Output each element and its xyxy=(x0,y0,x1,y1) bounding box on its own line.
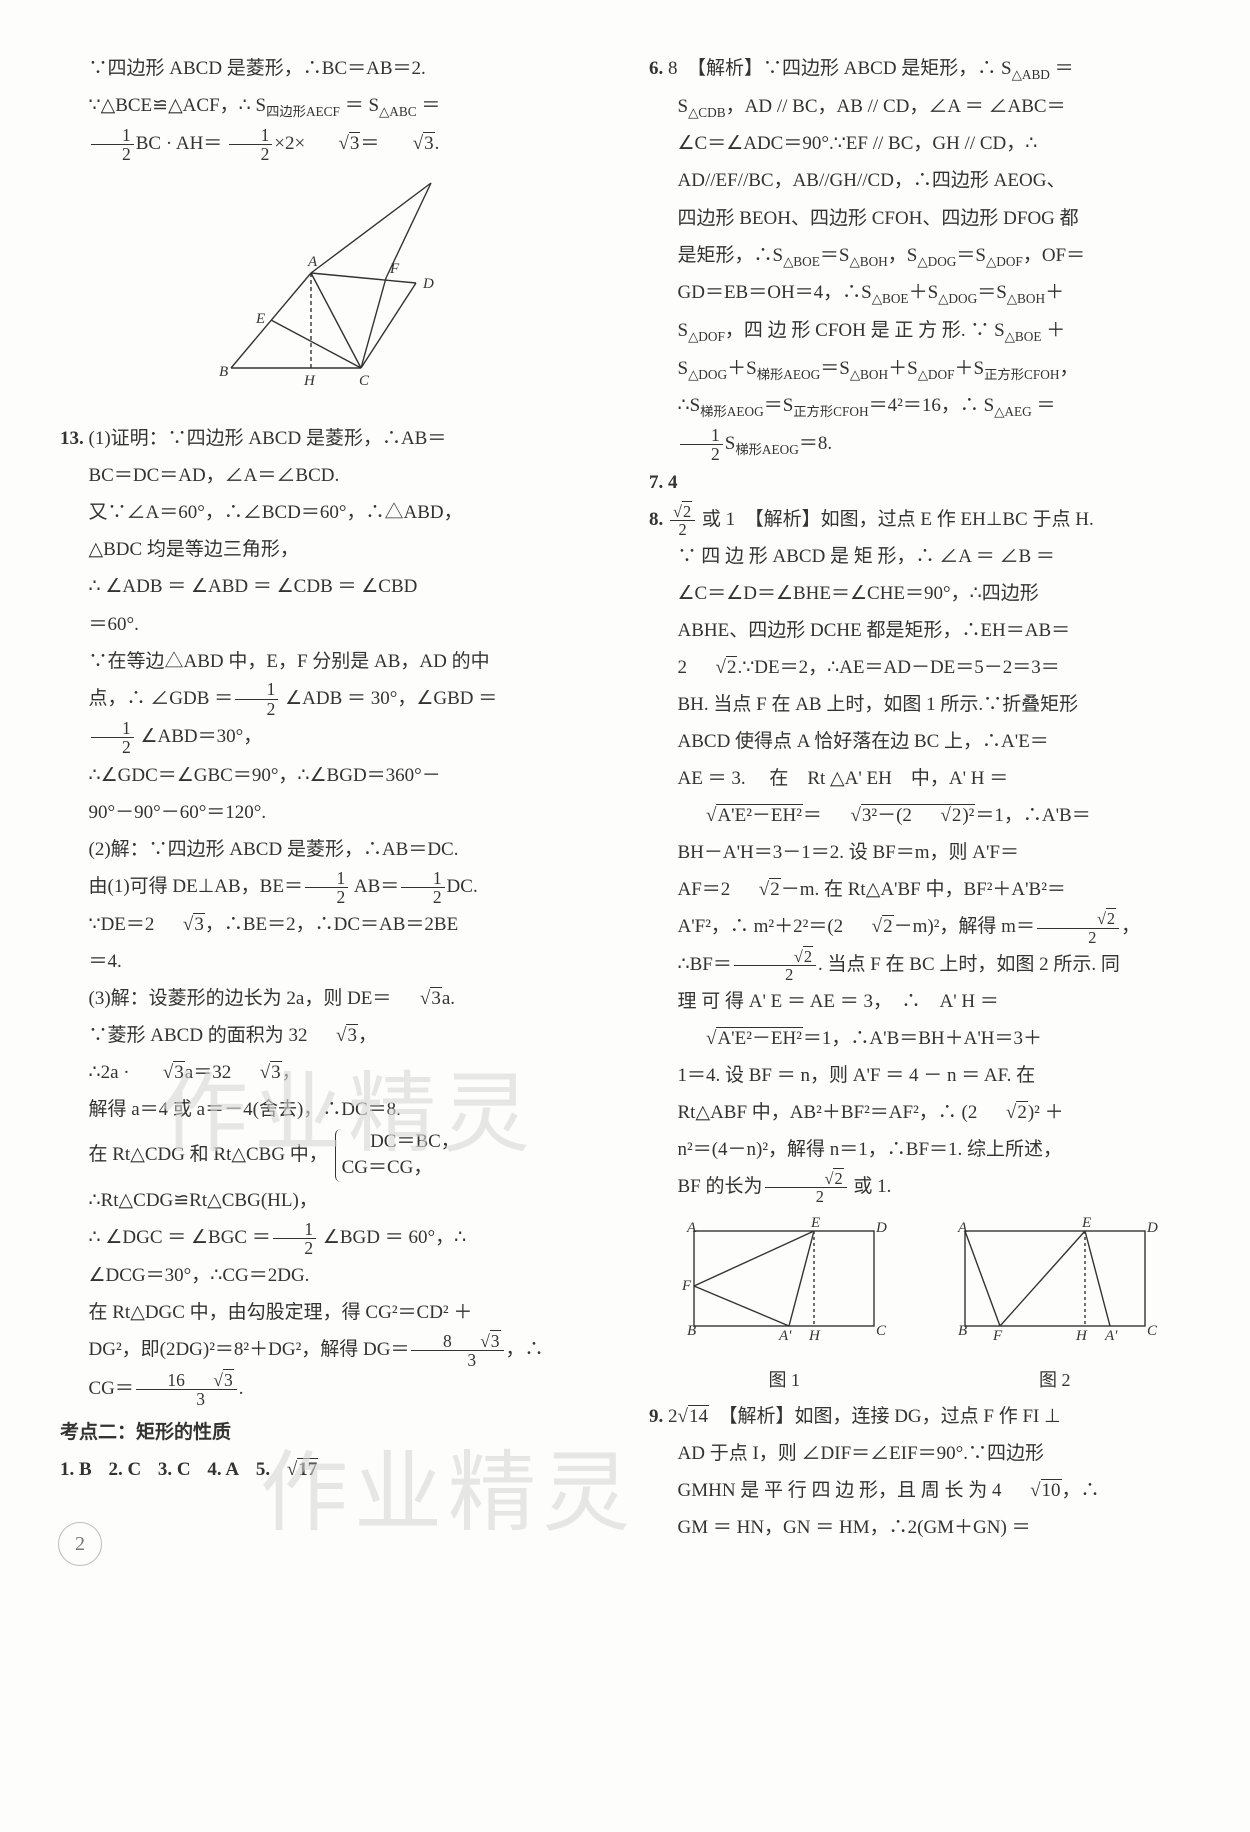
line: ∵DE＝23，∴BE＝2，∴DC＝AB＝2BE xyxy=(60,906,601,943)
svg-text:F: F xyxy=(389,261,400,277)
svg-text:E: E xyxy=(255,311,265,327)
left-column: ∵四边形 ABCD 是菱形，∴BC＝AB＝2. ∵△BCE≌△ACF，∴ S四边… xyxy=(60,50,601,1546)
line: Rt△ABF 中，AB²＋BF²＝AF²，∴ (22)² ＋ xyxy=(649,1094,1190,1131)
line: AD//EF//BC，AB//GH//CD，∴四边形 AEOG、 xyxy=(649,162,1190,199)
line: BF 的长为22 或 1. xyxy=(649,1168,1190,1205)
fig-caption: 图 2 xyxy=(950,1363,1160,1398)
line: ∠DCG＝30°，∴CG＝2DG. xyxy=(60,1257,601,1294)
svg-text:C: C xyxy=(1147,1323,1158,1339)
svg-text:A': A' xyxy=(1104,1328,1118,1344)
line: n²＝(4－n)²，解得 n＝1，∴BF＝1. 综上所述， xyxy=(649,1131,1190,1168)
line: AE ＝ 3. 在 Rt △A' EH 中，A' H ＝ xyxy=(649,760,1190,797)
line: 由(1)可得 DE⊥AB，BE＝12 AB＝12DC. xyxy=(60,868,601,906)
svg-text:B: B xyxy=(958,1323,967,1339)
svg-text:C: C xyxy=(359,373,370,389)
right-column: 6. 8 【解析】∵四边形 ABCD 是矩形，∴ S△ABD ＝ S△CDB，A… xyxy=(649,50,1190,1546)
line: ∠C＝∠D＝∠BHE＝∠CHE＝90°，∴四边形 xyxy=(649,575,1190,612)
svg-text:D: D xyxy=(422,276,434,292)
answers-row: 1. B 2. C 3. C 4. A 5. 17 xyxy=(60,1451,601,1488)
line: (3)解：设菱形的边长为 2a，则 DE＝3a. xyxy=(60,980,601,1017)
line: DG²，即(2DG)²＝8²＋DG²，解得 DG＝833，∴ xyxy=(60,1331,601,1369)
line: BH. 当点 F 在 AB 上时，如图 1 所示.∵折叠矩形 xyxy=(649,686,1190,723)
line: ＝60°. xyxy=(60,606,601,643)
line: GM ＝ HN，GN ＝ HM，∴2(GM＋GN) ＝ xyxy=(649,1509,1190,1546)
line: 22.∵DE＝2，∴AE＝AD－DE＝5－2＝3＝ xyxy=(649,649,1190,686)
svg-text:H: H xyxy=(1075,1328,1088,1344)
svg-text:B: B xyxy=(687,1323,696,1339)
line: GD＝EB＝OH＝4，∴S△BOE＋S△DOG＝S△BOH＋ xyxy=(649,274,1190,312)
line: S△DOF，四 边 形 CFOH 是 正 方 形. ∵ S△BOE ＋ xyxy=(649,312,1190,350)
line: AD 于点 I，则 ∠DIF＝∠EIF＝90°.∵四边形 xyxy=(649,1435,1190,1472)
q8: 8. 22 或 1 【解析】如图，过点 E 作 EH⊥BC 于点 H. xyxy=(649,501,1190,538)
svg-text:H: H xyxy=(303,373,316,389)
page-columns: ∵四边形 ABCD 是菱形，∴BC＝AB＝2. ∵△BCE≌△ACF，∴ S四边… xyxy=(60,50,1190,1546)
line: 是矩形，∴S△BOE＝S△BOH，S△DOG＝S△DOF，OF＝ xyxy=(649,237,1190,275)
figure-pair: A B C D E F A' H 图 1 A xyxy=(649,1216,1190,1398)
line: ∵ 四 边 形 ABCD 是 矩 形，∴ ∠A ＝ ∠B ＝ xyxy=(649,538,1190,575)
line: ∴S梯形AEOG＝S正方形CFOH＝4²＝16，∴ S△AEG ＝ xyxy=(649,387,1190,425)
figure-rhombus: A B C D E F H xyxy=(60,173,601,406)
line: ∵△BCE≌△ACF，∴ S四边形AECF ＝ S△ABC ＝ xyxy=(60,87,601,125)
line: 理 可 得 A' E ＝ AE ＝ 3， ∴ A' H ＝ xyxy=(649,983,1190,1020)
line: ∴∠GDC＝∠GBC＝90°，∴∠BGD＝360°－ xyxy=(60,757,601,794)
line: ∵在等边△ABD 中，E，F 分别是 AB，AD 的中 xyxy=(60,643,601,680)
q7: 7. 4 xyxy=(649,464,1190,501)
line: 90°－90°－60°＝120°. xyxy=(60,794,601,831)
line: S△DOG＋S梯形AEOG＝S△BOH＋S△DOF＋S正方形CFOH， xyxy=(649,350,1190,388)
line: A'E²－EH²＝1，∴A'B＝BH＋A'H＝3＋ xyxy=(649,1020,1190,1057)
svg-text:D: D xyxy=(875,1220,887,1236)
line: BC＝DC＝AD，∠A＝∠BCD. xyxy=(60,457,601,494)
line: 12BC · AH＝ 12×2× 3＝ 3. xyxy=(60,125,601,163)
line: ∴ ∠DGC ＝ ∠BGC ＝12 ∠BGD ＝ 60°，∴ xyxy=(60,1219,601,1257)
svg-text:F: F xyxy=(992,1328,1003,1344)
svg-text:C: C xyxy=(876,1323,887,1339)
line: ∴BF＝22. 当点 F 在 BC 上时，如图 2 所示. 同 xyxy=(649,946,1190,983)
line: 在 Rt△DGC 中，由勾股定理，得 CG²＝CD² ＋ xyxy=(60,1294,601,1331)
line: △BDC 均是等边三角形， xyxy=(60,531,601,568)
svg-text:A': A' xyxy=(778,1328,792,1344)
line: ∴Rt△CDG≌Rt△CBG(HL)， xyxy=(60,1182,601,1219)
line: 在 Rt△CDG 和 Rt△CBG 中， DC＝BC，CG＝CG， xyxy=(60,1129,601,1182)
line: AF＝22－m. 在 Rt△A'BF 中，BF²＋A'B²＝ xyxy=(649,871,1190,908)
line: 解得 a＝4 或 a＝－4(舍去)，∴DC＝8. xyxy=(60,1091,601,1128)
svg-text:B: B xyxy=(219,364,228,380)
line: 又∵∠A＝60°，∴∠BCD＝60°，∴△ABD， xyxy=(60,494,601,531)
svg-text:A: A xyxy=(686,1220,697,1236)
line: 点，∴ ∠GDB ＝12 ∠ADB ＝ 30°，∠GBD ＝ xyxy=(60,680,601,718)
line: 12S梯形AEOG＝8. xyxy=(649,425,1190,463)
svg-text:H: H xyxy=(808,1328,821,1344)
line: ABHE、四边形 DCHE 都是矩形，∴EH＝AB＝ xyxy=(649,612,1190,649)
line: BH－A'H＝3－1＝2. 设 BF＝m，则 A'F＝ xyxy=(649,834,1190,871)
line: ∴ ∠ADB ＝ ∠ABD ＝ ∠CDB ＝ ∠CBD xyxy=(60,568,601,605)
line: 1＝4. 设 BF ＝ n，则 A'F ＝ 4 － n ＝ AF. 在 xyxy=(649,1057,1190,1094)
q13: 13. (1)证明：∵四边形 ABCD 是菱形，∴AB＝ xyxy=(60,420,601,457)
svg-text:D: D xyxy=(1146,1220,1158,1236)
line: ∵菱形 ABCD 的面积为 323， xyxy=(60,1017,601,1054)
line: 12 ∠ABD＝30°， xyxy=(60,718,601,756)
q9: 9. 214 【解析】如图，连接 DG，过点 F 作 FI ⊥ xyxy=(649,1398,1190,1435)
svg-text:E: E xyxy=(810,1216,820,1231)
line: ∴2a · 3a＝323， xyxy=(60,1054,601,1091)
svg-text:A: A xyxy=(307,254,318,270)
line: ∠C＝∠ADC＝90°.∵EF // BC，GH // CD，∴ xyxy=(649,125,1190,162)
line: A'F²，∴ m²＋2²＝(22－m)²，解得 m＝22， xyxy=(649,908,1190,945)
page-number: 2 xyxy=(58,1522,102,1566)
line: ∵四边形 ABCD 是菱形，∴BC＝AB＝2. xyxy=(60,50,601,87)
q6: 6. 8 【解析】∵四边形 ABCD 是矩形，∴ S△ABD ＝ xyxy=(649,50,1190,88)
line: A'E²－EH²＝3²－(22)²＝1，∴A'B＝ xyxy=(649,797,1190,834)
line: (2)解：∵四边形 ABCD 是菱形，∴AB＝DC. xyxy=(60,831,601,868)
svg-text:F: F xyxy=(681,1278,692,1294)
svg-text:E: E xyxy=(1081,1216,1091,1231)
line: CG＝1633. xyxy=(60,1370,601,1408)
line: ABCD 使得点 A 恰好落在边 BC 上，∴A'E＝ xyxy=(649,723,1190,760)
section-title: 考点二：矩形的性质 xyxy=(60,1414,601,1451)
line: 四边形 BEOH、四边形 CFOH、四边形 DFOG 都 xyxy=(649,200,1190,237)
svg-text:A: A xyxy=(957,1220,968,1236)
line: ＝4. xyxy=(60,943,601,980)
line: GMHN 是 平 行 四 边 形，且 周 长 为 410，∴ xyxy=(649,1472,1190,1509)
fig-caption: 图 1 xyxy=(679,1363,889,1398)
line: S△CDB，AD // BC，AB // CD，∠A ＝ ∠ABC＝ xyxy=(649,88,1190,126)
